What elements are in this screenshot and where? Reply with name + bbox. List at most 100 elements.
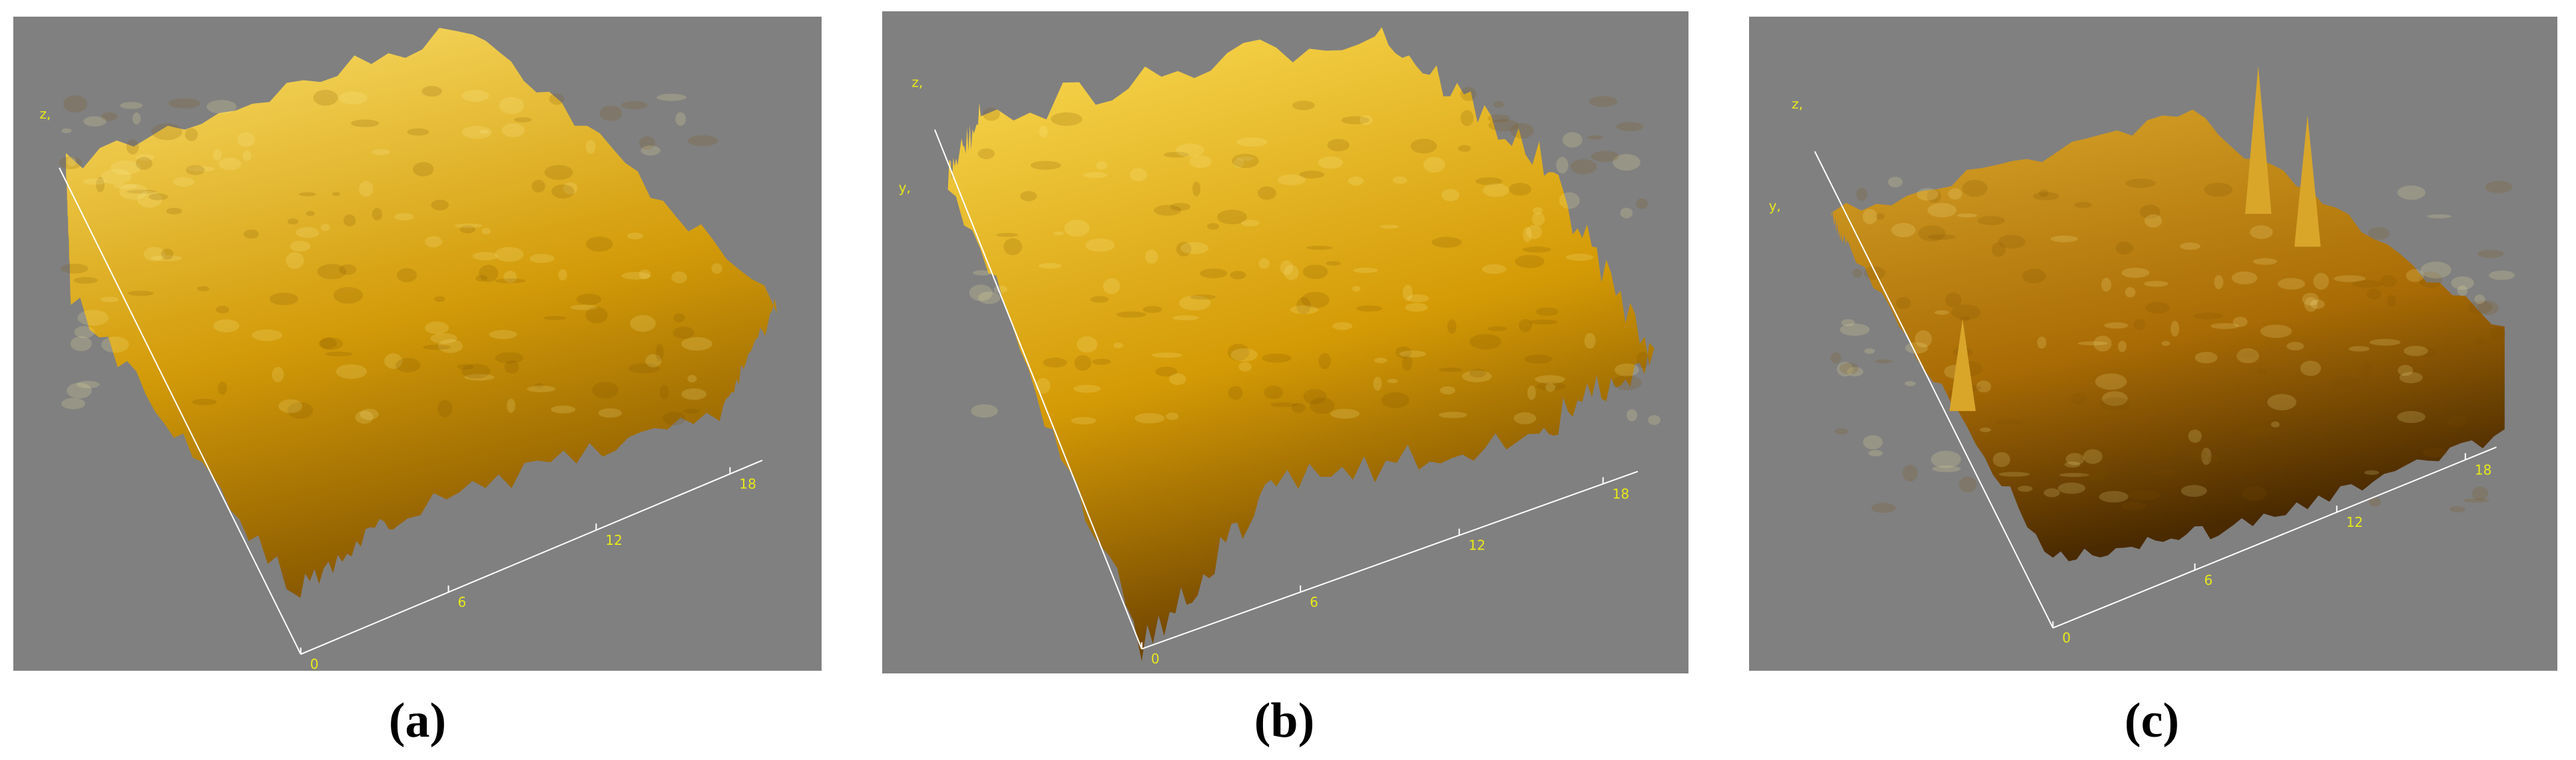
texture: [1291, 402, 1306, 413]
texture: [2083, 449, 2103, 464]
axis-tick-label: 0: [310, 656, 319, 671]
texture: [1439, 386, 1455, 395]
texture: [479, 129, 489, 134]
texture: [1487, 114, 1510, 123]
texture: [67, 157, 77, 167]
texture: [1977, 216, 2005, 226]
panel-caption: (a): [388, 693, 447, 748]
texture: [2404, 346, 2428, 356]
texture: [1951, 304, 1981, 320]
texture: [61, 128, 72, 133]
texture: [1301, 291, 1330, 308]
texture: [529, 254, 555, 263]
texture: [1509, 183, 1531, 196]
texture: [1523, 226, 1532, 242]
texture: [459, 225, 476, 234]
texture: [2310, 299, 2325, 309]
texture: [1395, 346, 1412, 358]
texture: [96, 177, 105, 192]
texture: [101, 112, 118, 121]
texture: [1392, 177, 1408, 184]
texture: [2099, 491, 2129, 503]
axis-line: [934, 129, 1143, 649]
texture: [1163, 151, 1190, 158]
texture: [2181, 485, 2207, 497]
texture: [2104, 322, 2129, 329]
texture: [551, 405, 576, 414]
texture: [1863, 435, 1883, 450]
texture: [2149, 440, 2177, 458]
texture: [641, 145, 660, 156]
texture: [286, 252, 304, 269]
texture: [1918, 225, 1945, 242]
texture: [320, 224, 330, 231]
texture: [2204, 183, 2233, 197]
texture: [464, 374, 495, 381]
texture: [2039, 189, 2049, 197]
texture: [543, 316, 567, 320]
texture: [2421, 348, 2437, 358]
axis-tick-label: 6: [458, 594, 467, 610]
texture: [2260, 324, 2292, 338]
texture: [425, 321, 449, 334]
texture: [598, 408, 622, 418]
texture: [2427, 214, 2451, 218]
texture: [324, 351, 353, 356]
texture: [454, 223, 483, 228]
texture: [461, 126, 493, 139]
texture: [585, 140, 596, 154]
surface-panel: 0 6 12 18 z,: [13, 17, 822, 671]
texture: [336, 364, 368, 379]
texture: [1441, 189, 1459, 202]
texture: [627, 232, 644, 240]
texture: [1113, 342, 1123, 348]
texture: [2214, 275, 2224, 290]
texture: [1896, 296, 1911, 310]
texture: [1830, 352, 1842, 364]
surface-panel: 0 6 12 18 z, y,: [882, 11, 1688, 673]
texture: [372, 149, 391, 156]
texture: [1192, 181, 1201, 196]
texture: [1170, 202, 1191, 211]
texture: [2380, 275, 2397, 288]
texture: [645, 354, 662, 368]
texture: [166, 207, 182, 214]
texture: [59, 156, 83, 170]
texture: [978, 291, 1001, 304]
texture: [74, 326, 95, 338]
texture: [681, 337, 712, 351]
texture: [1535, 375, 1565, 384]
texture: [1381, 392, 1410, 408]
texture: [1270, 402, 1298, 408]
texture: [1284, 264, 1299, 280]
texture: [2200, 448, 2212, 465]
texture: [2144, 280, 2169, 287]
texture: [2360, 360, 2372, 378]
texture: [1961, 179, 1988, 197]
texture: [1902, 464, 1918, 482]
texture: [2079, 446, 2090, 461]
texture: [2369, 338, 2401, 346]
texture: [1864, 266, 1886, 280]
texture: [570, 304, 598, 310]
texture: [2064, 461, 2081, 468]
texture: [1927, 202, 1957, 218]
texture: [2133, 319, 2146, 330]
texture: [711, 263, 723, 274]
texture: [1856, 188, 1868, 201]
spike: [2245, 66, 2272, 214]
texture: [1292, 101, 1315, 111]
texture: [2050, 235, 2078, 242]
texture: [355, 410, 374, 424]
texture: [507, 398, 515, 413]
texture: [1280, 260, 1293, 275]
texture: [2101, 278, 2112, 292]
texture: [503, 270, 517, 284]
texture: [639, 269, 651, 280]
texture: [659, 385, 669, 400]
texture: [1536, 382, 1566, 391]
texture: [2231, 271, 2258, 284]
texture: [2278, 278, 2306, 290]
texture: [2406, 269, 2424, 282]
texture: [1318, 156, 1343, 169]
